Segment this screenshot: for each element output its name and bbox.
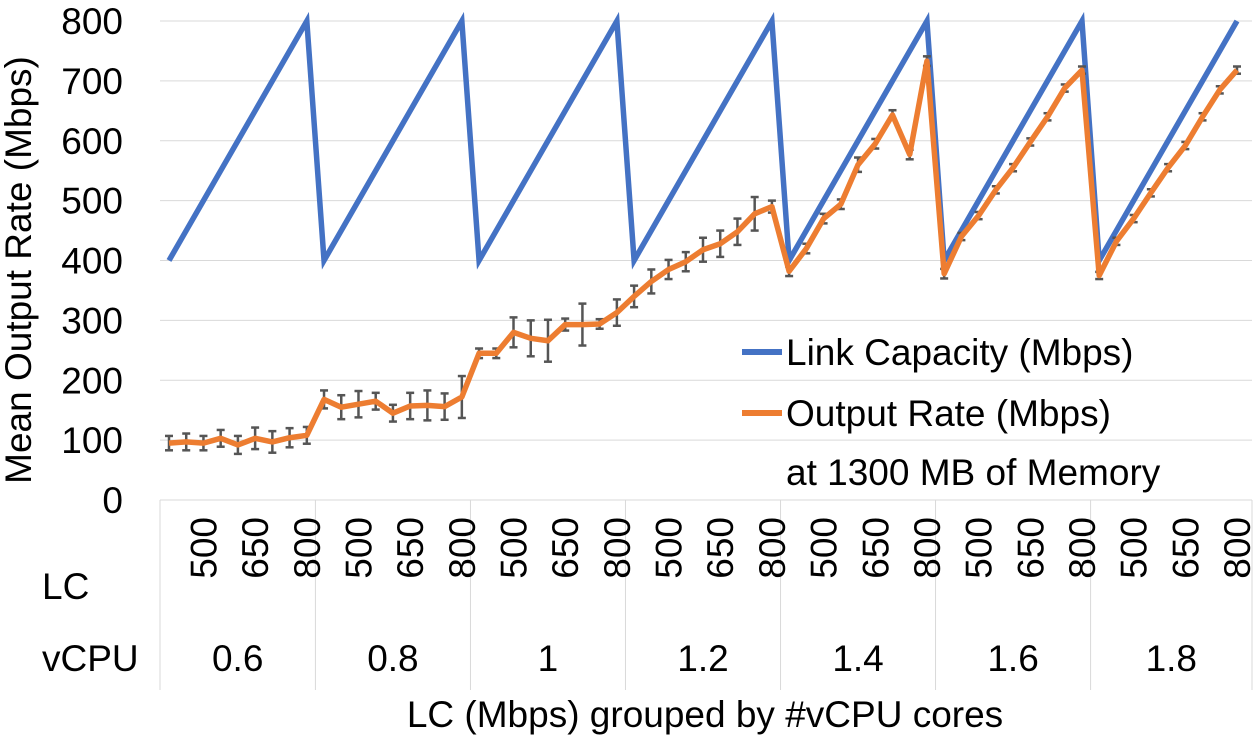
lc-tick-label: 500 [959,517,1000,579]
series-line-link-capacity [166,11,1240,270]
lc-tick-label: 800 [907,517,948,579]
vcpu-row-label: vCPU [42,638,139,679]
vcpu-group-label: 1.8 [1146,638,1197,679]
lc-tick-label: 800 [1217,517,1254,579]
lc-tick-label: 500 [494,517,535,579]
lc-tick-label: 500 [649,517,690,579]
lc-tick-label: 500 [338,517,379,579]
lc-tick-label: 800 [597,517,638,579]
x-axis-title: LC (Mbps) grouped by #vCPU cores [407,694,1003,735]
lc-row-label: LC [42,566,89,607]
lc-tick-label: 800 [442,517,483,579]
y-tick-label: 0 [102,480,123,521]
lc-tick-label: 650 [235,517,276,579]
lc-tick-label: 800 [287,517,328,579]
lc-tick-label: 650 [545,517,586,579]
lc-tick-label: 800 [752,517,793,579]
lc-tick-label: 650 [700,517,741,579]
legend-label-output-rate: Output Rate (Mbps) [786,393,1111,434]
lc-tick-label: 500 [804,517,845,579]
y-tick-label: 400 [61,241,123,282]
lc-tick-label: 650 [1165,517,1206,579]
y-tick-label: 100 [61,420,123,461]
y-tick-label: 300 [61,300,123,341]
vcpu-group-label: 1.6 [987,638,1038,679]
vcpu-group-label: 1.4 [832,638,883,679]
lc-tick-label: 650 [855,517,896,579]
legend-label-link-capacity: Link Capacity (Mbps) [786,332,1134,373]
series [165,11,1241,456]
y-tick-labels: 0 100 200 300 400 500 600 700 800 [61,1,123,521]
y-tick-label: 700 [61,61,123,102]
y-tick-label: 500 [61,181,123,222]
y-axis-title: Mean Output Rate (Mbps) [0,56,39,484]
lc-tick-label: 500 [183,517,224,579]
lc-tick-label: 500 [1114,517,1155,579]
y-tick-label: 200 [61,360,123,401]
vcpu-group-label: 1 [538,638,559,679]
vcpu-group-label: 0.6 [212,638,263,679]
lc-tick-label: 650 [1010,517,1051,579]
vcpu-group-label: 0.8 [367,638,418,679]
series-line-output-rate [168,58,1240,448]
lc-tick-label: 800 [1062,517,1103,579]
y-tick-label: 600 [61,121,123,162]
vcpu-group-label: 1.2 [677,638,728,679]
y-tick-label: 800 [61,1,123,42]
legend: Link Capacity (Mbps) Output Rate (Mbps) … [742,332,1161,493]
lc-tick-label: 650 [390,517,431,579]
legend-note: at 1300 MB of Memory [786,452,1161,493]
